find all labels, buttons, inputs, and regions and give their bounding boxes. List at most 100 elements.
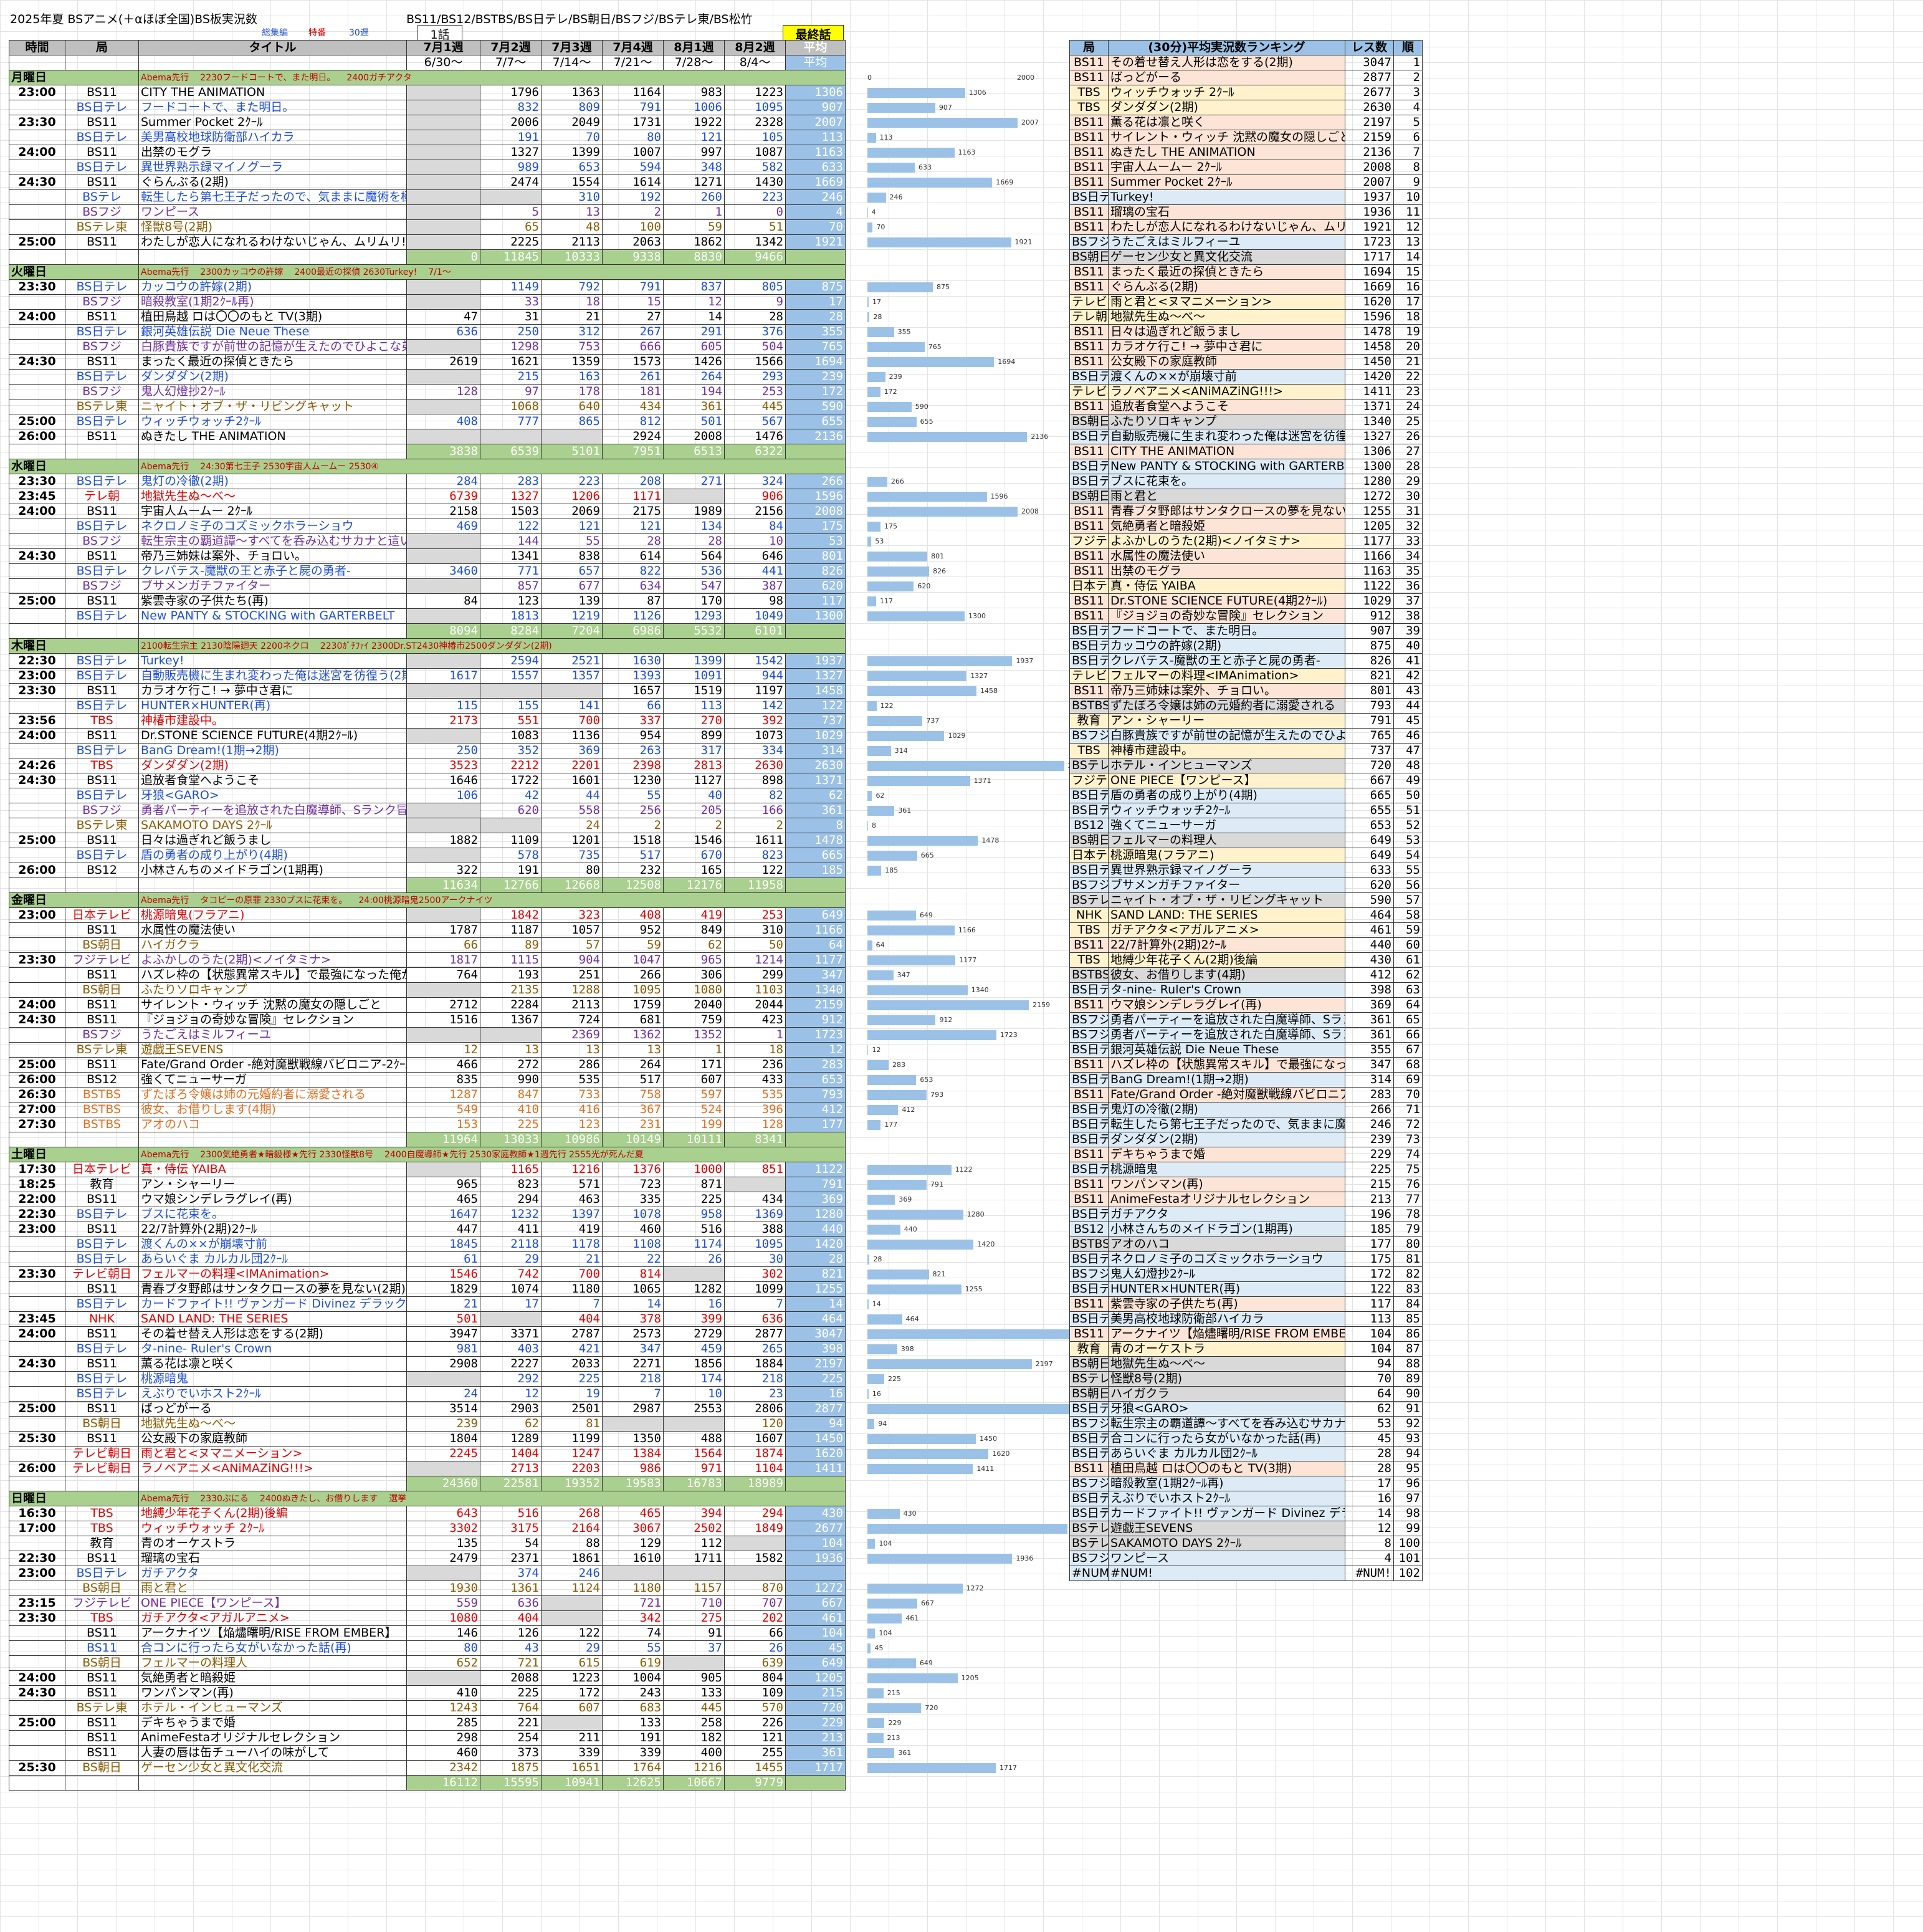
- week-count-cell[interactable]: 123: [541, 1117, 603, 1132]
- week-count-cell[interactable]: 261: [602, 369, 664, 385]
- ranking-count[interactable]: 215: [1345, 1177, 1394, 1192]
- week-count-cell[interactable]: 7: [541, 1296, 603, 1312]
- time-cell[interactable]: 25:00: [9, 593, 65, 609]
- average-cell[interactable]: 361: [785, 803, 846, 818]
- week-count-cell[interactable]: [480, 818, 542, 833]
- ranking-title[interactable]: SAKAMOTO DAYS 2ｸｰﾙ: [1108, 1536, 1345, 1551]
- ranking-count[interactable]: 398: [1345, 982, 1394, 998]
- time-cell[interactable]: [9, 1296, 65, 1312]
- week-count-cell[interactable]: 1171: [602, 489, 664, 504]
- average-cell[interactable]: 1669: [785, 175, 846, 190]
- week-count-cell[interactable]: 28: [663, 533, 725, 549]
- week-count-cell[interactable]: 759: [663, 1012, 725, 1028]
- week-count-cell[interactable]: 1350: [602, 1431, 664, 1447]
- week-count-cell[interactable]: 2225: [480, 234, 542, 250]
- station-cell[interactable]: BS日テレ: [65, 848, 139, 863]
- week-count-cell[interactable]: 570: [724, 1700, 786, 1716]
- week-count-cell[interactable]: 2908: [406, 1356, 480, 1372]
- time-cell[interactable]: 26:00: [9, 429, 65, 444]
- week-count-cell[interactable]: 57: [541, 937, 603, 953]
- week-count-cell[interactable]: 1127: [663, 773, 725, 788]
- station-cell[interactable]: BSテレ東: [65, 818, 139, 833]
- ranking-station[interactable]: 教育: [1069, 713, 1109, 729]
- ranking-count[interactable]: 266: [1345, 1102, 1394, 1117]
- ranking-title[interactable]: ぬきたし THE ANIMATION: [1108, 145, 1345, 160]
- ranking-count[interactable]: 2136: [1345, 145, 1394, 160]
- column-header[interactable]: 平均: [785, 40, 846, 55]
- week-count-cell[interactable]: 275: [663, 1610, 725, 1626]
- week-count-cell[interactable]: 812: [602, 414, 664, 429]
- week-count-cell[interactable]: 283: [480, 474, 542, 489]
- average-cell[interactable]: 2197: [785, 1356, 846, 1372]
- average-cell[interactable]: 667: [785, 1595, 846, 1611]
- station-cell[interactable]: BS11: [65, 1281, 139, 1297]
- week-count-cell[interactable]: 1180: [602, 1581, 664, 1596]
- week-count-cell[interactable]: 990: [480, 1072, 542, 1088]
- title-cell[interactable]: ニャイト・オブ・ザ・リビングキャット: [138, 399, 407, 414]
- column-header[interactable]: タイトル: [138, 40, 407, 55]
- ranking-title[interactable]: 渡くんの××が崩壊寸前: [1108, 369, 1345, 385]
- week-count-cell[interactable]: 1073: [724, 728, 786, 744]
- title-cell[interactable]: クレバテス-魔獣の王と赤子と屍の勇者-: [138, 563, 407, 579]
- week-count-cell[interactable]: 139: [541, 593, 603, 609]
- week-count-cell[interactable]: 1136: [541, 728, 603, 744]
- title-cell[interactable]: 青のオーケストラ: [138, 1536, 407, 1551]
- ranking-title[interactable]: 銀河英雄伝説 Die Neue These: [1108, 1042, 1345, 1058]
- week-count-cell[interactable]: 361: [663, 399, 725, 414]
- time-cell[interactable]: 23:00: [9, 1566, 65, 1581]
- time-cell[interactable]: [9, 848, 65, 863]
- ranking-title[interactable]: カードファイト!! ヴァンガード Divinez デラックス: [1108, 1506, 1345, 1521]
- week-count-cell[interactable]: 268: [541, 1506, 603, 1521]
- week-count-cell[interactable]: 1796: [480, 85, 542, 100]
- week-count-cell[interactable]: 286: [541, 1057, 603, 1073]
- station-cell[interactable]: 教育: [65, 1536, 139, 1551]
- total-spacer[interactable]: [9, 444, 65, 459]
- week-count-cell[interactable]: 3460: [406, 563, 480, 579]
- ranking-title[interactable]: カラオケ行こ! → 夢中さ君に: [1108, 339, 1345, 355]
- average-cell[interactable]: 12: [785, 1042, 846, 1058]
- ranking-station[interactable]: BS11: [1069, 1461, 1109, 1476]
- average-cell[interactable]: 765: [785, 339, 846, 355]
- ranking-rank[interactable]: 60: [1393, 937, 1423, 953]
- average-cell[interactable]: 1306: [785, 85, 846, 100]
- day-total-cell[interactable]: 10986: [541, 1132, 603, 1147]
- week-count-cell[interactable]: 2924: [602, 429, 664, 444]
- total-spacer[interactable]: [65, 1775, 139, 1791]
- week-count-cell[interactable]: 1566: [724, 354, 786, 370]
- station-cell[interactable]: 日本テレビ: [65, 907, 139, 923]
- ranking-rank[interactable]: 39: [1393, 623, 1423, 639]
- ranking-title[interactable]: Dr.STONE SCIENCE FUTURE(4期2ｸｰﾙ): [1108, 593, 1345, 609]
- week-count-cell[interactable]: 1630: [602, 653, 664, 669]
- day-total-cell[interactable]: 19352: [541, 1476, 603, 1491]
- title-cell[interactable]: サイレント・ウィッチ 沈黙の魔女の隠しごと: [138, 997, 407, 1013]
- ranking-count[interactable]: 826: [1345, 653, 1394, 669]
- average-cell[interactable]: 177: [785, 1117, 846, 1132]
- ranking-title[interactable]: わたしが恋人になれるわけないじゃん、ムリムリ!: [1108, 219, 1345, 235]
- ranking-title[interactable]: 青のオーケストラ: [1108, 1341, 1345, 1357]
- ranking-rank[interactable]: 56: [1393, 878, 1423, 893]
- average-cell[interactable]: 737: [785, 713, 846, 729]
- time-cell[interactable]: [9, 1446, 65, 1461]
- week-count-cell[interactable]: 225: [663, 1192, 725, 1207]
- week-count-cell[interactable]: 134: [663, 519, 725, 534]
- column-header[interactable]: 7月2週: [480, 40, 542, 55]
- week-count-cell[interactable]: 1363: [541, 85, 603, 100]
- day-total-cell[interactable]: 10667: [663, 1775, 725, 1791]
- day-total-cell[interactable]: 5101: [541, 444, 603, 459]
- week-count-cell[interactable]: 7: [724, 1296, 786, 1312]
- ranking-station[interactable]: BS11: [1069, 548, 1109, 564]
- week-count-cell[interactable]: 105: [724, 130, 786, 145]
- week-count-cell[interactable]: 1197: [724, 683, 786, 699]
- week-count-cell[interactable]: 98: [724, 593, 786, 609]
- week-count-cell[interactable]: 27: [602, 309, 664, 325]
- ranking-title[interactable]: えぶりでいホスト2ｸｰﾙ: [1108, 1491, 1345, 1506]
- station-cell[interactable]: BSテレ東: [65, 399, 139, 414]
- week-count-cell[interactable]: [541, 429, 603, 444]
- ranking-station[interactable]: BSTBS: [1069, 967, 1109, 983]
- station-cell[interactable]: BS朝日: [65, 1655, 139, 1671]
- week-count-cell[interactable]: 758: [602, 1087, 664, 1102]
- average-cell[interactable]: 185: [785, 863, 846, 878]
- station-cell[interactable]: 日本テレビ: [65, 1162, 139, 1177]
- ranking-title[interactable]: 宇宙人ムームー 2ｸｰﾙ: [1108, 160, 1345, 175]
- week-count-cell[interactable]: 166: [724, 803, 786, 818]
